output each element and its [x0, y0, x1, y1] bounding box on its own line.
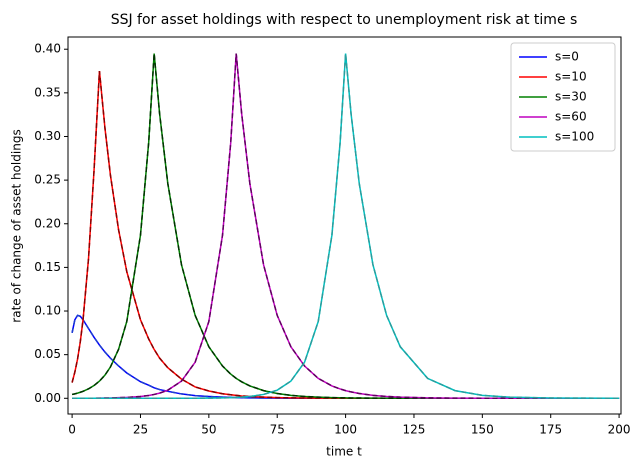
y-tick-label: 0.20: [34, 216, 61, 230]
series-line: [71, 314, 620, 400]
x-tick-label: 125: [403, 423, 426, 437]
legend-box: [510, 42, 616, 152]
legend-label: s=10: [555, 70, 587, 84]
y-tick-label: 0.05: [34, 347, 61, 361]
x-axis-label: time t: [326, 445, 362, 459]
y-tick-label: 0.25: [34, 173, 61, 187]
legend-label: s=30: [555, 90, 587, 104]
y-axis-label: rate of change of asset holdings: [10, 129, 24, 322]
y-tick-label: 0.15: [34, 260, 61, 274]
x-tick-label: 0: [68, 423, 76, 437]
y-tick-label: 0.10: [34, 304, 61, 318]
y-tick-label: 0.35: [34, 85, 61, 99]
x-tick-label: 25: [133, 423, 148, 437]
series-dashed-line: [71, 53, 620, 400]
x-tick-label: 50: [201, 423, 216, 437]
y-tick-label: 0.00: [34, 391, 61, 405]
legend-label: s=100: [555, 130, 594, 144]
chart-title: SSJ for asset holdings with respect to u…: [111, 12, 578, 28]
legend-label: s=60: [555, 110, 587, 124]
series-dashed-line: [71, 70, 620, 400]
plot-frame: [67, 36, 622, 415]
legend-label: s=0: [555, 50, 579, 64]
x-tick-label: 150: [471, 423, 494, 437]
series-dashed-line: [71, 314, 620, 400]
y-tick-label: 0.40: [34, 42, 61, 56]
series-dashed-line: [72, 53, 620, 400]
x-tick-label: 100: [334, 423, 357, 437]
legend: s=0 s=10 s=30 s=60 s=100: [510, 42, 616, 152]
y-tick-label: 0.30: [34, 129, 61, 143]
x-tick-label: 200: [608, 423, 631, 437]
x-tick-label: 75: [270, 423, 285, 437]
x-tick-label: 175: [539, 423, 562, 437]
